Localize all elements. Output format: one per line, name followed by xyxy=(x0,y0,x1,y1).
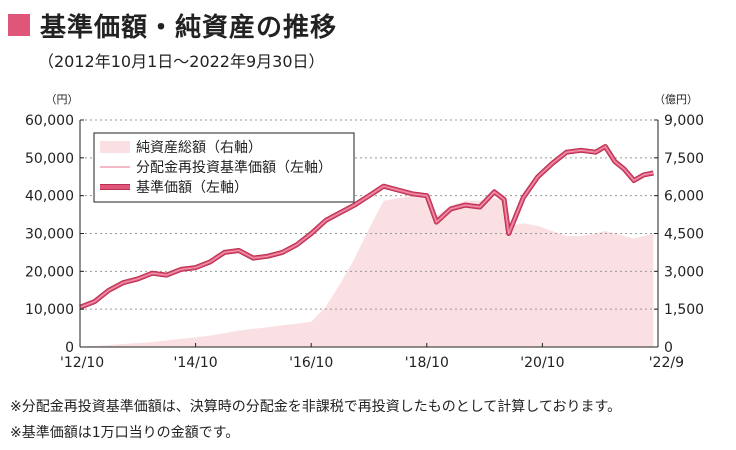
legend-box xyxy=(93,132,355,203)
x-tick-label: '22/9 xyxy=(649,355,684,371)
x-tick-label: '20/10 xyxy=(520,355,564,371)
legend-label: 分配金再投資基準価額（左軸） xyxy=(136,159,332,176)
left-tick-label: 40,000 xyxy=(25,189,74,205)
page-title: 基準価額・純資産の推移 xyxy=(40,12,338,43)
left-tick-label: 0 xyxy=(65,340,74,356)
left-tick-label: 60,000 xyxy=(25,113,74,129)
title-bar: 基準価額・純資産の推移 xyxy=(8,8,338,43)
left-tick-label: 20,000 xyxy=(25,264,74,280)
period-subtitle: （2012年10月1日〜2022年9月30日） xyxy=(38,52,325,71)
x-tick-label: '18/10 xyxy=(405,355,449,371)
right-tick-label: 9,000 xyxy=(664,113,704,129)
left-tick-label: 50,000 xyxy=(25,151,74,167)
title-square-icon xyxy=(8,14,30,36)
x-tick-label: '14/10 xyxy=(173,355,217,371)
legend-label: 純資産総額（右軸） xyxy=(136,140,262,156)
nav-chart: 0 10,000 20,000 30,000 40,000 50,000 60,000 0 1,… xyxy=(25,93,704,371)
right-tick-label: 1,500 xyxy=(664,302,704,318)
legend-label: 基準価額（左軸） xyxy=(136,179,248,196)
footnote-reinvested: ※分配金再投資基準価額は、決算時の分配金を非課税で再投資したものとして計算してお… xyxy=(10,399,622,415)
right-axis-unit: （億円） xyxy=(654,93,698,106)
right-tick-label: 4,500 xyxy=(664,227,704,243)
left-axis-unit: （円） xyxy=(46,93,79,106)
left-tick-label: 30,000 xyxy=(25,227,74,243)
reinvested-nav-line xyxy=(79,146,654,308)
left-tick-label: 10,000 xyxy=(25,302,74,318)
legend-net-assets-swatch xyxy=(100,141,130,153)
right-tick-label: 3,000 xyxy=(664,264,704,280)
right-tick-label: 7,500 xyxy=(664,151,704,167)
footnote-per-unit: ※基準価額は1万口当りの金額です。 xyxy=(10,425,240,441)
x-tick-label: '16/10 xyxy=(289,355,333,371)
right-tick-label: 6,000 xyxy=(664,189,704,205)
right-tick-label: 0 xyxy=(664,340,673,356)
x-tick-label: '12/10 xyxy=(60,355,104,371)
